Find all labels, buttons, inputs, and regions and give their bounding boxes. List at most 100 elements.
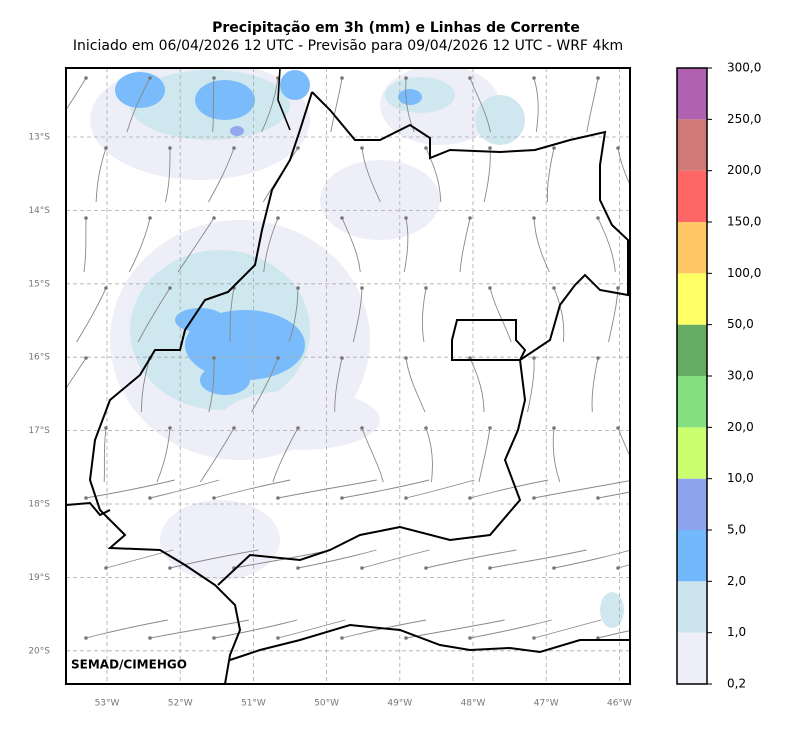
stream-arrow (552, 286, 556, 290)
stream-arrow (424, 286, 428, 290)
streamline (76, 287, 107, 343)
lon-label: 52°W (168, 699, 193, 709)
streamline (297, 549, 377, 569)
streamline (83, 217, 87, 273)
colorbar-label: 0,2 (727, 677, 746, 691)
borders (66, 68, 630, 684)
streamline (169, 549, 259, 569)
colorbar-segment (677, 581, 707, 633)
streamline (405, 77, 415, 133)
streamline (552, 427, 561, 483)
lon-label: 47°W (534, 699, 559, 709)
lat-label: 20°S (28, 646, 50, 656)
streamline (425, 549, 517, 569)
stream-arrow (532, 76, 536, 80)
colorbar-segment (677, 376, 707, 428)
stream-arrow (616, 146, 620, 150)
streamline (263, 217, 279, 273)
streamline (288, 287, 299, 343)
colorbar-label: 10,0 (727, 471, 754, 485)
stream-arrow (360, 566, 364, 570)
streamline (533, 77, 539, 133)
lat-label: 14°S (28, 206, 50, 216)
map-area (66, 68, 630, 684)
stream-arrow (212, 216, 216, 220)
stream-arrow (296, 566, 300, 570)
stream-arrow (424, 146, 428, 150)
streamline (85, 619, 168, 639)
colorbar-segment (677, 119, 707, 171)
stream-arrow (404, 76, 408, 80)
stream-arrow (468, 76, 472, 80)
colorbar-segment (677, 530, 707, 582)
stream-arrow (404, 496, 408, 500)
stream-arrow (148, 636, 152, 640)
stream-arrow (360, 286, 364, 290)
streamline (66, 77, 87, 111)
streamline (213, 479, 291, 499)
colorbar-label: 150,0 (727, 215, 761, 229)
streamline (597, 491, 630, 499)
colorbar-segment (677, 170, 707, 222)
lat-label: 18°S (28, 500, 50, 510)
colorbar-label: 2,0 (727, 574, 746, 588)
map-frame (65, 67, 631, 685)
streamline (85, 479, 175, 499)
stream-arrow (276, 496, 280, 500)
stream-arrow (532, 356, 536, 360)
colorbar-segment (677, 273, 707, 325)
colorbar-segment (677, 478, 707, 530)
lat-label: 13°S (28, 133, 50, 143)
streamline (140, 357, 151, 413)
streamline (405, 357, 426, 413)
streamline (469, 357, 485, 413)
stream-arrow (276, 216, 280, 220)
stream-arrow (276, 356, 280, 360)
lon-label: 46°W (607, 699, 632, 709)
streamline (489, 287, 512, 343)
stream-arrow (488, 426, 492, 430)
stream-arrow (296, 286, 300, 290)
streamline (617, 147, 630, 187)
streamline (213, 619, 298, 639)
stream-arrow (296, 426, 300, 430)
stream-arrow (148, 76, 152, 80)
stream-arrow (232, 426, 236, 430)
stream-arrow (360, 146, 364, 150)
stream-arrow (168, 426, 172, 430)
streamline (352, 287, 363, 343)
streamline (403, 217, 409, 273)
streamline (156, 427, 171, 483)
streamline (277, 479, 377, 499)
streamline (617, 564, 630, 569)
stream-arrow (104, 566, 108, 570)
stream-arrow (468, 216, 472, 220)
lat-label: 15°S (28, 279, 50, 289)
stream-arrow (616, 426, 620, 430)
lat-label: 19°S (28, 573, 50, 583)
stream-arrow (532, 636, 536, 640)
streamlines (66, 76, 630, 640)
stream-arrow (488, 286, 492, 290)
stream-arrow (84, 636, 88, 640)
streamline (341, 217, 361, 273)
streamline (137, 287, 171, 343)
stream-arrow (596, 496, 600, 500)
stream-arrow (404, 636, 408, 640)
colorbar-label: 1,0 (727, 625, 746, 639)
streamline (105, 549, 174, 569)
streamline (208, 358, 215, 413)
stream-arrow (232, 146, 236, 150)
stream-arrow (276, 636, 280, 640)
stream-arrow (212, 496, 216, 500)
stream-arrow (104, 286, 108, 290)
streamline (103, 427, 107, 483)
stream-arrow (212, 76, 216, 80)
streamline (251, 357, 279, 413)
credit: SEMAD/CIMEHGO (71, 658, 187, 672)
streamline (553, 287, 565, 343)
streamline (586, 77, 599, 133)
lat-label: 17°S (28, 426, 50, 436)
stream-arrow (212, 636, 216, 640)
lon-label: 50°W (314, 699, 339, 709)
